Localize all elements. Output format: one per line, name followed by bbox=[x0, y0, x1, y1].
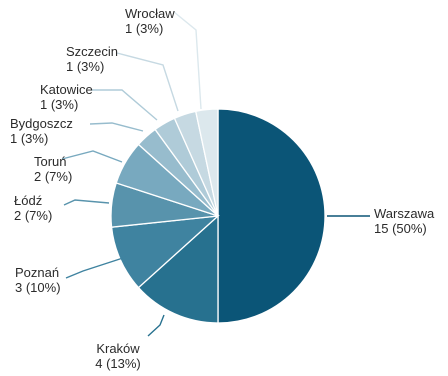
slice-label-2: Poznań 3 (10%) bbox=[15, 265, 61, 295]
slice-label-7: Szczecin 1 (3%) bbox=[66, 44, 118, 74]
slice-label-8: Wrocław 1 (3%) bbox=[125, 6, 175, 36]
slice-labels: Warszawa 15 (50%) Kraków 4 (13%) Poznań 3 (10… bbox=[10, 6, 435, 371]
slice-name-label: Bydgoszcz bbox=[10, 116, 73, 131]
slice-name-label: Katowice bbox=[40, 82, 93, 97]
pie-slice-1 bbox=[137, 214, 219, 324]
pie-slice-0 bbox=[217, 108, 326, 324]
slice-label-5: Bydgoszcz 1 (3%) bbox=[10, 116, 73, 146]
slice-label-0: Warszawa 15 (50%) bbox=[374, 206, 435, 236]
slice-name-label: Toruń bbox=[34, 154, 67, 169]
pie-slices bbox=[110, 108, 326, 324]
leader-line-7 bbox=[116, 52, 179, 112]
slice-value-label: 1 (3%) bbox=[125, 21, 163, 36]
leader-line-5 bbox=[89, 122, 144, 132]
slice-value-label: 1 (3%) bbox=[10, 131, 48, 146]
leader-line-3 bbox=[63, 199, 110, 206]
slice-value-label: 4 (13%) bbox=[95, 356, 141, 371]
slice-name-label: Warszawa bbox=[374, 206, 435, 221]
slice-value-label: 2 (7%) bbox=[34, 169, 72, 184]
slice-label-3: Łódź 2 (7%) bbox=[14, 193, 52, 223]
slice-value-label: 3 (10%) bbox=[15, 280, 61, 295]
leader-line-8 bbox=[173, 11, 202, 110]
slice-name-label: Szczecin bbox=[66, 44, 118, 59]
slice-name-label: Wrocław bbox=[125, 6, 175, 21]
slice-name-label: Kraków bbox=[96, 341, 140, 356]
slice-value-label: 1 (3%) bbox=[66, 59, 104, 74]
slice-label-4: Toruń 2 (7%) bbox=[34, 154, 72, 184]
leader-line-2 bbox=[65, 256, 127, 279]
slice-label-1: Kraków 4 (13%) bbox=[95, 341, 141, 371]
pie-slice-8 bbox=[194, 108, 219, 217]
slice-name-label: Łódź bbox=[14, 193, 42, 208]
leader-line-1 bbox=[147, 314, 165, 337]
slice-label-6: Katowice 1 (3%) bbox=[40, 82, 93, 112]
slice-value-label: 1 (3%) bbox=[40, 97, 78, 112]
leader-line-4 bbox=[61, 150, 123, 163]
slice-value-label: 2 (7%) bbox=[14, 208, 52, 223]
slice-value-label: 15 (50%) bbox=[374, 221, 427, 236]
leader-lines bbox=[61, 11, 370, 337]
slice-name-label: Poznań bbox=[15, 265, 59, 280]
leader-line-6 bbox=[91, 89, 158, 121]
